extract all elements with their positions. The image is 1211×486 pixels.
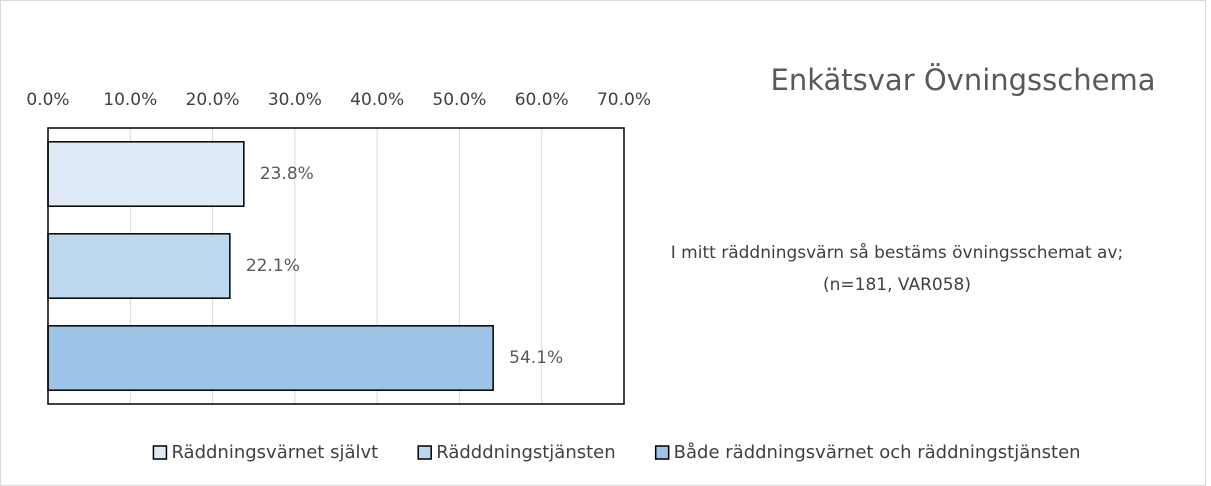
x-tick-label: 10.0%	[103, 90, 157, 110]
legend-label: Både räddningsvärnet och räddningstjänst…	[674, 442, 1081, 463]
legend-swatch	[152, 445, 168, 460]
x-tick-label: 50.0%	[432, 90, 486, 110]
legend-label: Räddningsvärnet självt	[171, 442, 378, 463]
x-tick-label: 60.0%	[515, 90, 569, 110]
bar	[47, 325, 494, 391]
bar	[47, 233, 231, 299]
data-label: 22.1%	[246, 256, 300, 276]
plot-border	[47, 127, 625, 405]
x-tick-label: 70.0%	[597, 90, 651, 110]
legend-label: Rädddningstjänsten	[436, 442, 615, 463]
x-tick-label: 0.0%	[26, 90, 69, 110]
data-label: 23.8%	[260, 164, 314, 184]
annotation: I mitt räddningsvärn så bestäms övningss…	[671, 242, 1123, 263]
x-tick-label: 30.0%	[268, 90, 322, 110]
chart-title: Enkätsvar Övningsschema	[771, 63, 1156, 97]
bar	[47, 141, 245, 207]
legend-swatch	[417, 445, 432, 460]
x-tick-label: 40.0%	[350, 90, 404, 110]
legend-swatch	[654, 445, 670, 460]
x-tick-label: 20.0%	[186, 90, 240, 110]
annotation: (n=181, VAR058)	[823, 275, 971, 295]
data-label: 54.1%	[509, 348, 563, 368]
